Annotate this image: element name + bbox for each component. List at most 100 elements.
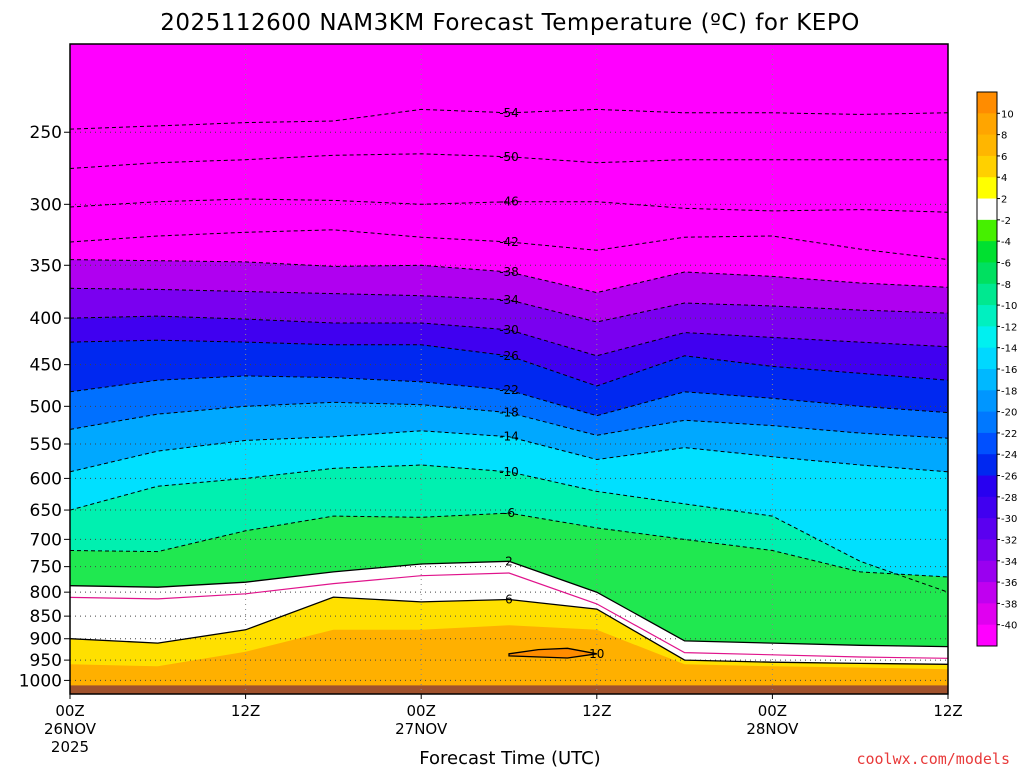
y-tick-label: 300	[30, 195, 62, 215]
isotherm-label: 10	[589, 647, 604, 661]
isotherm--42: -42	[70, 229, 948, 261]
colorbar-swatch	[977, 582, 997, 604]
colorbar-swatch	[977, 305, 997, 327]
isotherm-line	[70, 596, 948, 665]
colorbar-swatch	[977, 198, 997, 221]
colorbar-swatch	[977, 624, 997, 647]
colorbar-swatch	[977, 390, 997, 413]
isotherm--30: -30	[70, 315, 948, 357]
colorbar-label: -32	[1001, 535, 1017, 546]
x-tick-date: 26NOV	[44, 720, 97, 738]
isotherm--54: -54	[70, 106, 948, 130]
colorbar-label: -34	[1001, 557, 1017, 568]
isotherm--46: -46	[70, 195, 948, 213]
x-tick-label: 12Z	[231, 702, 260, 720]
colorbar-swatch	[977, 134, 997, 157]
y-tick-label: 750	[30, 558, 62, 578]
isotherm-2: 2	[70, 554, 948, 648]
isotherm--22: -22	[70, 375, 948, 417]
isotherm--50: -50	[70, 150, 948, 169]
x-tick-label: 00Z	[55, 702, 84, 720]
isotherm-line	[70, 259, 948, 294]
isotherm-line	[70, 401, 948, 439]
isotherm-6: 6	[70, 593, 948, 665]
colorbar-label: 6	[1001, 152, 1007, 163]
isotherm-label: -54	[499, 106, 519, 120]
colorbar-swatch	[977, 347, 997, 370]
isotherm--38: -38	[70, 259, 948, 294]
colorbar-swatch	[977, 454, 997, 477]
freezing-line	[70, 572, 948, 659]
colorbar-swatch	[977, 475, 997, 498]
isotherm-label: -50	[499, 150, 519, 164]
colorbar-label: -38	[1001, 599, 1017, 610]
isotherm-line	[508, 647, 597, 659]
y-tick-label: 1000	[19, 671, 62, 691]
colorbar-swatch	[977, 496, 997, 519]
isotherm-contours: -54 -50 -46 -42 -38 -34 -30 -26 -22 -18 -14 -10 -6 2 6…	[70, 106, 948, 665]
colorbar-label: 2	[1001, 195, 1007, 206]
credit-link[interactable]: coolwx.com/models	[856, 750, 1010, 768]
y-tick-label: 600	[30, 469, 62, 489]
colorbar-swatch	[977, 92, 997, 114]
colorbar-label: -36	[1001, 578, 1017, 589]
colorbar-swatch	[977, 283, 997, 306]
colorbar-label: -6	[1001, 258, 1011, 269]
x-tick-label: 00Z	[407, 702, 436, 720]
x-tick-label: 12Z	[582, 702, 611, 720]
isotherm--26: -26	[70, 339, 948, 387]
colorbar-label: -26	[1001, 472, 1017, 483]
colorbar-label: -12	[1001, 322, 1017, 333]
isotherm-line	[70, 430, 948, 473]
isotherm-label: -30	[499, 323, 519, 337]
isotherm-label: -10	[499, 465, 519, 479]
colorbar-label: -28	[1001, 493, 1017, 504]
colorbar-swatch	[977, 326, 997, 349]
colorbar-swatch	[977, 155, 997, 178]
colorbar-label: 4	[1001, 173, 1007, 184]
colorbar-swatch	[977, 241, 997, 263]
isotherm-label: 2	[505, 554, 513, 568]
grid-lines	[70, 44, 948, 694]
colorbar-label: -4	[1001, 237, 1011, 248]
isotherm-label: -18	[499, 406, 519, 420]
y-tick-label: 850	[30, 607, 62, 627]
x-tick-date: 28NOV	[746, 720, 799, 738]
plot-area: -54 -50 -46 -42 -38 -34 -30 -26 -22 -18 -14 -10 -6 2 6…	[70, 44, 948, 694]
plot-frame	[69, 43, 949, 695]
x-tick-label: 00Z	[758, 702, 787, 720]
y-tick-label: 350	[30, 256, 62, 276]
isotherm-label: -26	[499, 349, 519, 363]
colorbar-label: -30	[1001, 514, 1017, 525]
x-axis-label: Forecast Time (UTC)	[419, 748, 600, 768]
colorbar-label: -14	[1001, 344, 1017, 355]
x-tick-label: 12Z	[933, 702, 962, 720]
colorbar: 10 8 6 4 2 -2 -4 -6 -8 -10 -12 -14 -16 -18 -20 -22 -24 -2…	[976, 91, 1017, 647]
colorbar-swatch	[977, 539, 997, 562]
colorbar-label: -40	[1001, 621, 1017, 632]
isotherm--34: -34	[70, 287, 948, 323]
y-tick-label: 650	[30, 501, 62, 521]
colorbar-swatch	[977, 177, 997, 200]
x-tick-year: 2025	[51, 738, 89, 756]
colorbar-label: -18	[1001, 386, 1017, 397]
colorbar-label: -16	[1001, 365, 1017, 376]
isotherm-line	[70, 512, 948, 578]
y-tick-label: 450	[30, 356, 62, 376]
colorbar-swatch	[977, 411, 997, 434]
isotherm-label: -46	[499, 195, 519, 209]
y-tick-label: 500	[30, 397, 62, 417]
isotherm-line	[70, 464, 948, 593]
colorbar-label: -20	[1001, 408, 1017, 419]
colorbar-swatch	[977, 262, 997, 285]
x-tick-date: 27NOV	[395, 720, 448, 738]
colorbar-label: 10	[1001, 109, 1014, 120]
y-tick-label: 700	[30, 530, 62, 550]
isotherm--14: -14	[70, 430, 948, 473]
isotherm-label: -42	[499, 235, 519, 249]
colorbar-swatch	[977, 369, 997, 391]
isotherm-line	[70, 287, 948, 323]
isotherm-label: -38	[499, 265, 519, 279]
